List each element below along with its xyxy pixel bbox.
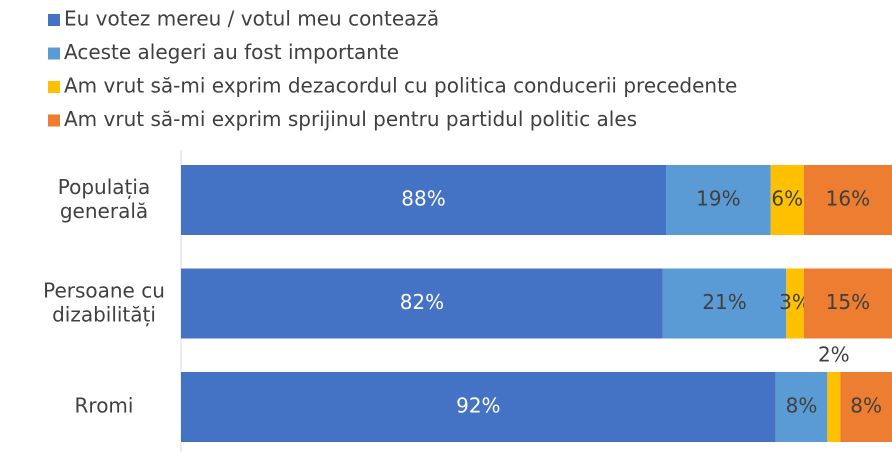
- bar-segment: [181, 165, 667, 235]
- bar-segment: [803, 268, 892, 339]
- y-tick-label: Populația generală: [58, 175, 150, 223]
- y-tick-label: Rromi: [75, 394, 134, 418]
- data-label: 8%: [786, 394, 818, 418]
- data-label: 21%: [702, 290, 746, 314]
- bar-segment: [775, 372, 828, 442]
- bar-segment: [786, 268, 804, 339]
- data-label: 2%: [818, 343, 850, 367]
- legend-swatch: [48, 47, 60, 60]
- data-label: 88%: [401, 187, 445, 211]
- legend-swatch: [48, 114, 60, 127]
- bar-segment: [803, 165, 892, 235]
- legend-label: Aceste alegeri au fost importante: [64, 40, 399, 64]
- bar-segment: [666, 165, 771, 235]
- data-label: 8%: [850, 394, 882, 418]
- legend-swatch: [48, 81, 60, 93]
- legend-label: Eu votez mereu / votul meu contează: [64, 7, 439, 31]
- legend-label: Am vrut să-mi exprim sprijinul pentru pa…: [64, 107, 637, 131]
- data-label: 6%: [771, 187, 803, 211]
- legend-label: Am vrut să-mi exprim dezacordul cu polit…: [64, 74, 737, 98]
- data-label: 19%: [696, 187, 740, 211]
- bar-segment: [662, 268, 787, 339]
- data-label: 16%: [826, 187, 870, 211]
- y-tick-label: Persoane cu dizabilități: [43, 278, 165, 326]
- bar-segment: [840, 372, 892, 442]
- bar-segment: [770, 165, 804, 235]
- bar-segment: [827, 372, 841, 442]
- data-label: 82%: [400, 290, 444, 314]
- bar-segment: [181, 372, 776, 442]
- data-label: 15%: [826, 290, 870, 314]
- data-label: 92%: [456, 394, 500, 418]
- legend-swatch: [48, 14, 60, 26]
- bar-segment: [181, 268, 663, 339]
